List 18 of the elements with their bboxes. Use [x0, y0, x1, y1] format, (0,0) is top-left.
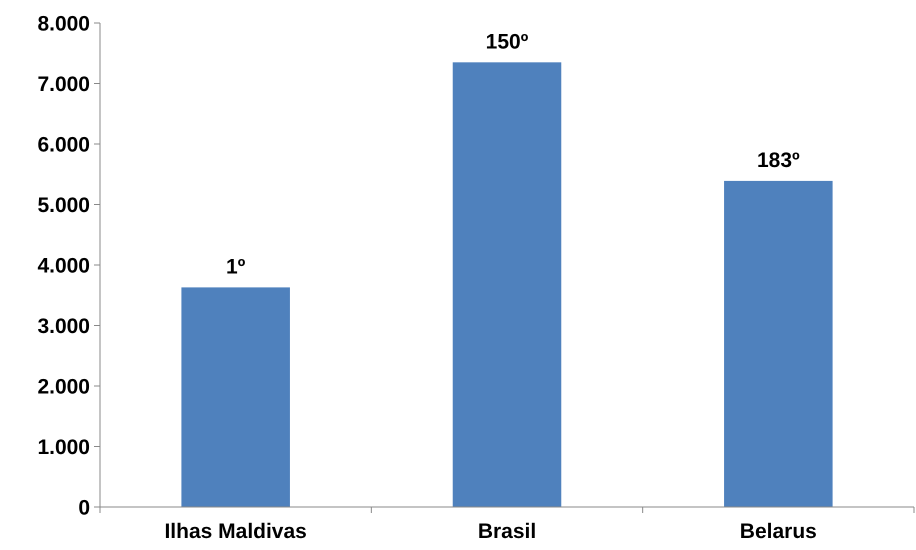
- y-tick-label: 6.000: [37, 133, 90, 156]
- bar: [452, 62, 562, 507]
- annotation: 183º: [756, 148, 800, 172]
- bar: [724, 180, 833, 507]
- x-tick-label: Brasil: [478, 520, 536, 543]
- annotation: 1º: [226, 255, 246, 278]
- y-tick-label: 7.000: [37, 72, 90, 96]
- x-tick-label: Ilhas Maldivas: [164, 520, 307, 543]
- y-tick-label: 1.000: [37, 436, 90, 459]
- y-tick-label: 5.000: [37, 194, 90, 217]
- y-tick-label: 2.000: [37, 375, 90, 398]
- y-tick-label: 4.000: [37, 254, 90, 278]
- y-tick-label: 3.000: [37, 314, 90, 338]
- annotation: 150º: [486, 30, 529, 54]
- y-tick-label: 8.000: [37, 12, 90, 36]
- bar: [181, 287, 290, 507]
- y-tick-label: 0: [78, 496, 90, 520]
- x-tick-label: Belarus: [740, 520, 817, 543]
